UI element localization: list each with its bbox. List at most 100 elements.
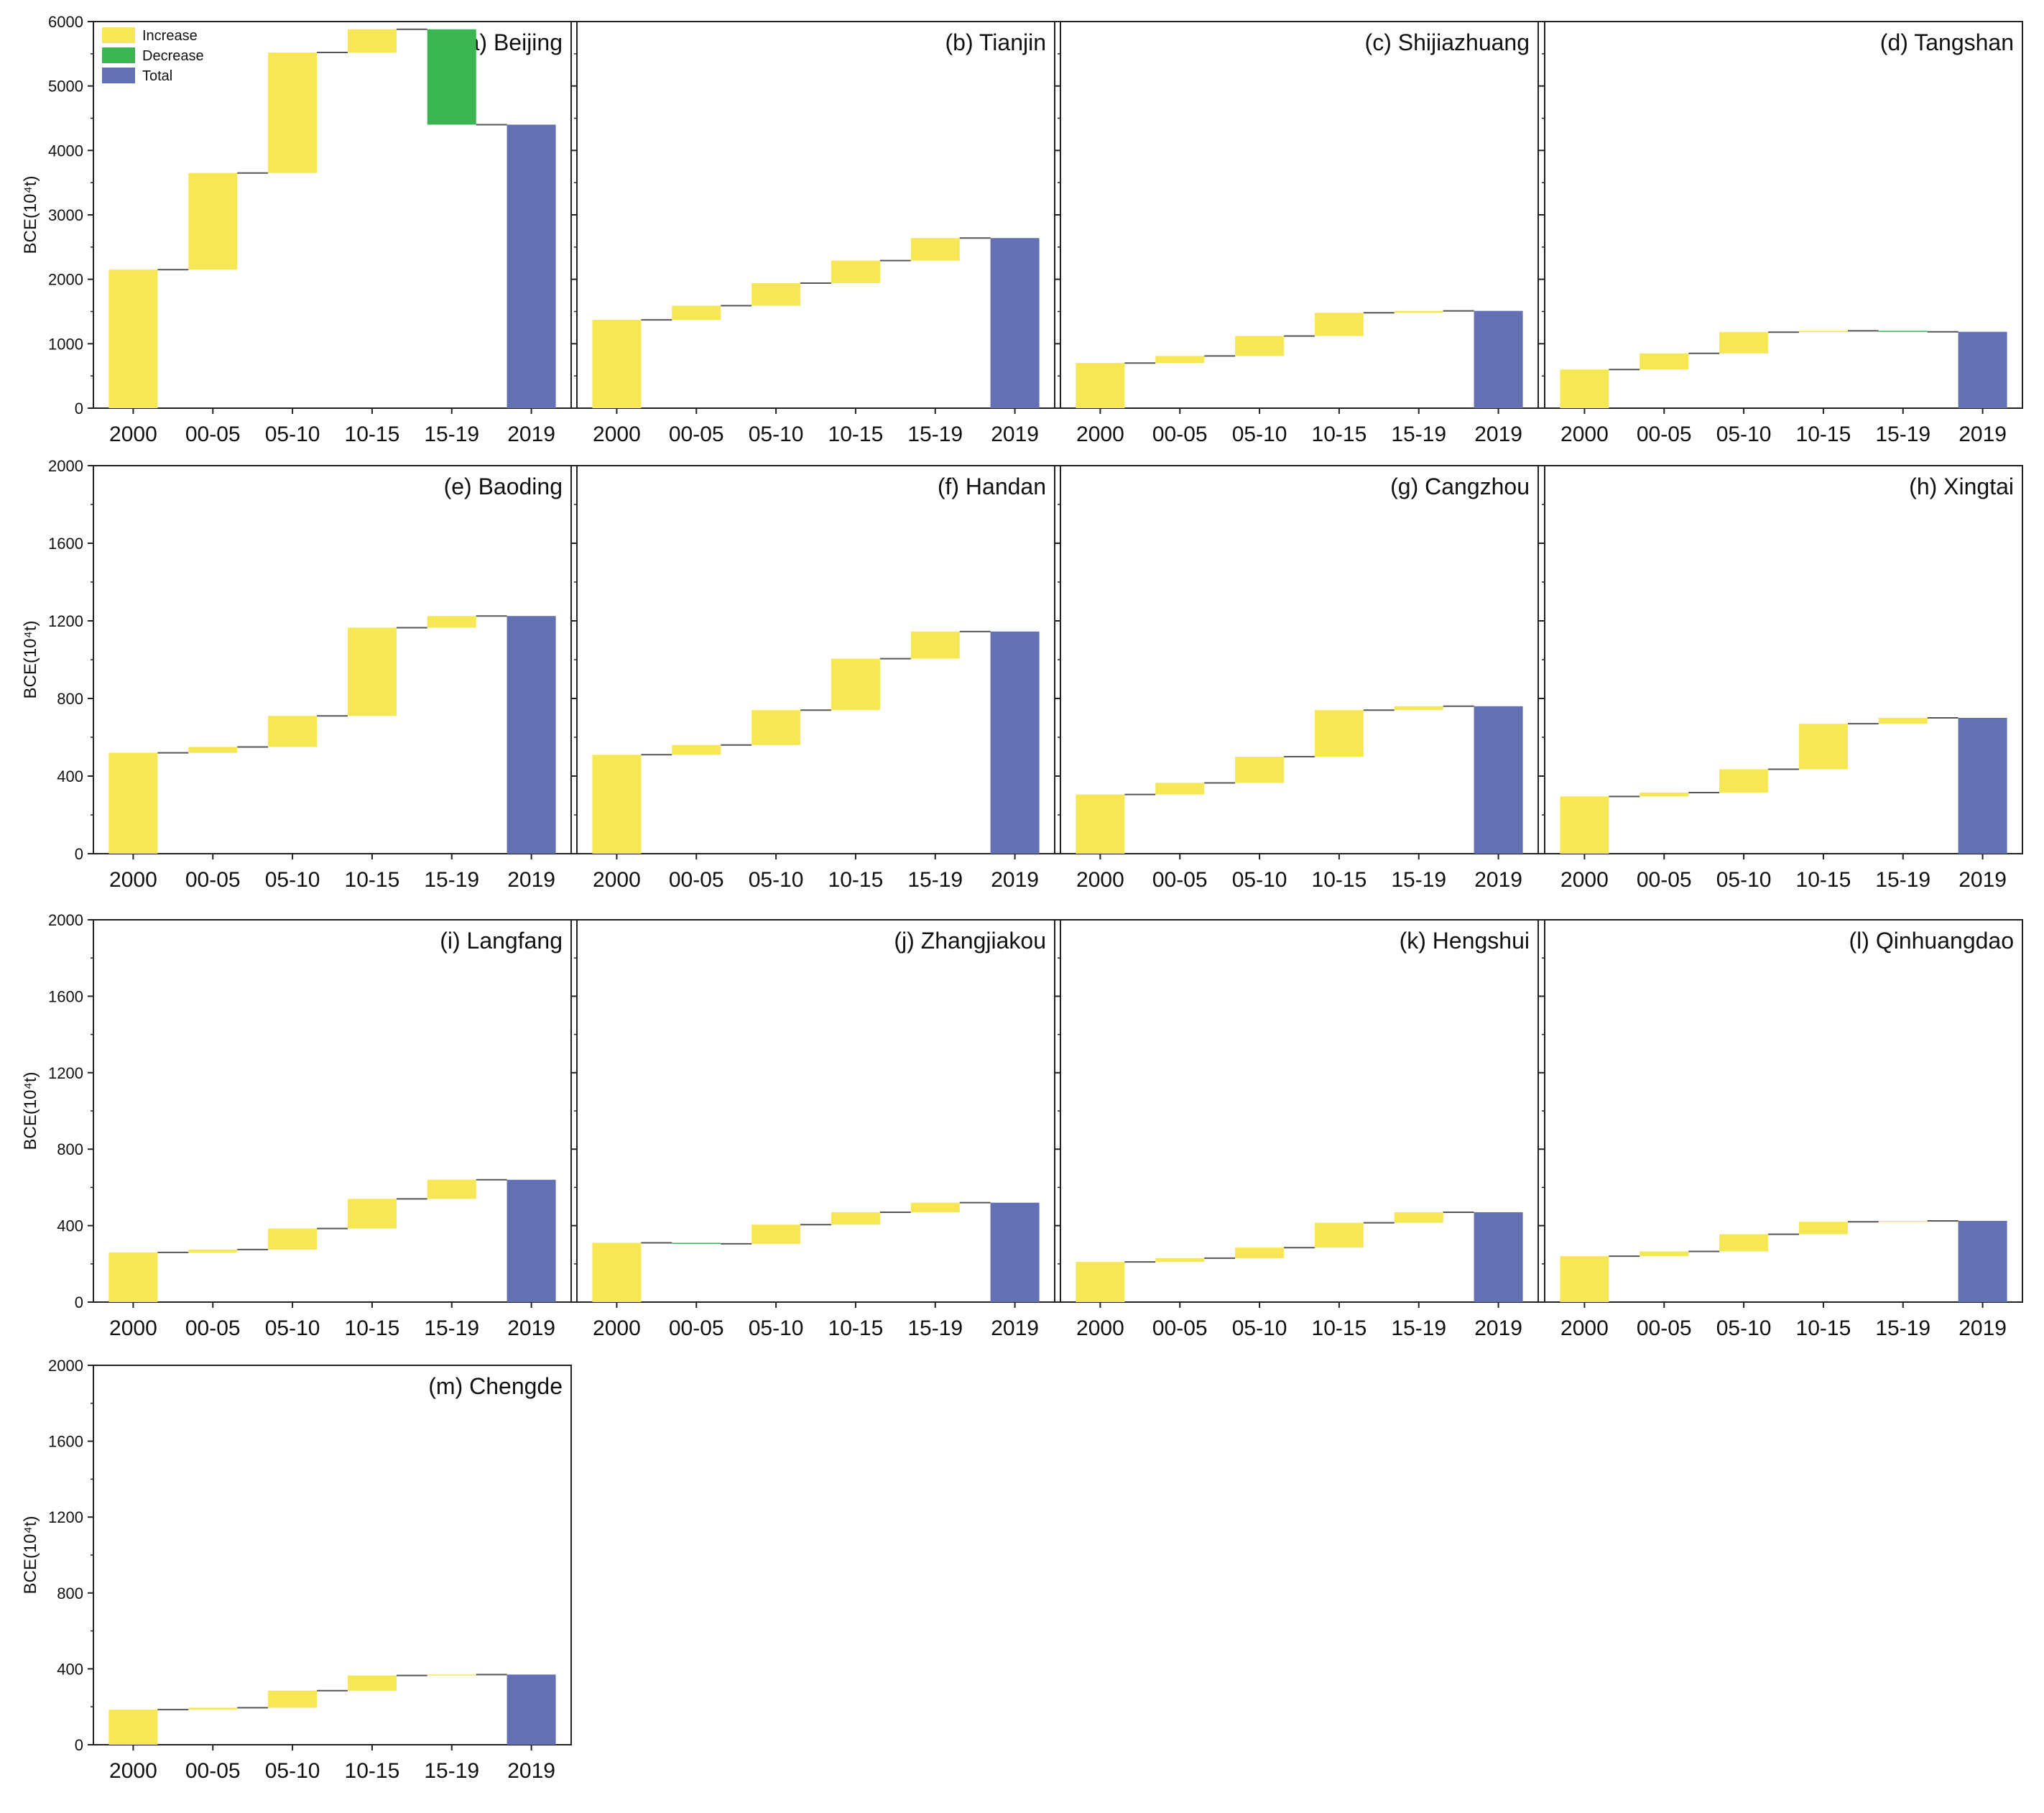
- panel-8: 2000 00-05 05-10 10-15 15-19 2019 (h) Xingtai: [1539, 465, 2023, 892]
- start-bar: [108, 1710, 158, 1745]
- x-tick-label: 15-19: [424, 1759, 479, 1783]
- total-bar: [990, 631, 1040, 854]
- start-bar: [592, 755, 642, 854]
- increase-bar: [1640, 1251, 1689, 1257]
- y-tick-label: 6000: [48, 13, 83, 31]
- start-bar: [1560, 796, 1609, 854]
- panel-10: 2000 00-05 05-10 10-15 15-19 2019 (j) Zhangjia…: [571, 919, 1055, 1340]
- increase-bar: [1155, 356, 1205, 364]
- x-tick-label: 00-05: [669, 1316, 724, 1340]
- increase-bar: [347, 29, 397, 53]
- x-tick-label: 00-05: [185, 423, 241, 446]
- x-tick-label: 10-15: [345, 868, 400, 892]
- increase-bar: [752, 710, 801, 745]
- y-tick-label: 1600: [48, 535, 83, 553]
- panel-title: (b) Tianjin: [945, 29, 1047, 55]
- start-bar: [1560, 1256, 1609, 1302]
- x-tick-label: 2019: [507, 1759, 555, 1783]
- legend-total-label: Total: [142, 68, 172, 84]
- panel-6: 2000 00-05 05-10 10-15 15-19 2019 (f) Handan: [571, 465, 1055, 892]
- x-tick-label: 00-05: [1637, 868, 1692, 892]
- increase-bar: [1640, 353, 1689, 370]
- legend-decrease-swatch: [102, 47, 135, 63]
- x-tick-label: 10-15: [1796, 868, 1851, 892]
- x-tick-label: 2000: [109, 1316, 157, 1340]
- panel-title: (i) Langfang: [440, 928, 563, 954]
- panel-title: (m) Chengde: [428, 1373, 563, 1399]
- x-tick-label: 05-10: [1716, 1316, 1772, 1340]
- panel-frame: [93, 465, 572, 854]
- total-bar: [1474, 1212, 1523, 1302]
- x-tick-label: 05-10: [1716, 868, 1772, 892]
- panel-5: 0 400 800 1200 1600 2000 BCE(10⁴t) 2000 00-05 05-…: [21, 457, 572, 892]
- x-tick-label: 15-19: [907, 868, 963, 892]
- y-tick-label: 0: [75, 845, 83, 863]
- x-tick-label: 2000: [109, 1759, 157, 1783]
- x-tick-label: 00-05: [1152, 423, 1208, 446]
- panel-frame: [576, 21, 1055, 409]
- x-tick-label: 05-10: [1232, 868, 1287, 892]
- x-tick-label: 10-15: [345, 1759, 400, 1783]
- panel-title: (h) Xingtai: [1909, 474, 2014, 499]
- x-tick-label: 05-10: [265, 1316, 320, 1340]
- increase-bar: [1640, 792, 1689, 797]
- x-tick-label: 15-19: [424, 868, 479, 892]
- increase-bar: [1878, 1220, 1928, 1222]
- panel-frame: [93, 1365, 572, 1745]
- x-tick-label: 10-15: [1312, 868, 1367, 892]
- x-tick-label: 05-10: [265, 1759, 320, 1783]
- x-tick-label: 2019: [1959, 868, 2007, 892]
- start-bar: [1560, 369, 1609, 408]
- x-tick-label: 2019: [507, 1316, 555, 1340]
- y-tick-label: 400: [57, 1217, 83, 1235]
- increase-bar: [188, 1707, 238, 1710]
- x-tick-label: 2000: [1076, 423, 1124, 446]
- x-tick-label: 00-05: [669, 423, 724, 446]
- panel-frame: [1544, 465, 2023, 854]
- x-tick-label: 2019: [1474, 1316, 1522, 1340]
- y-tick-label: 1200: [48, 612, 83, 630]
- increase-bar: [427, 616, 476, 628]
- x-tick-label: 10-15: [828, 868, 884, 892]
- increase-bar: [1394, 1212, 1443, 1223]
- x-tick-label: 2000: [1560, 423, 1609, 446]
- x-tick-label: 2019: [991, 1316, 1039, 1340]
- panel-11: 2000 00-05 05-10 10-15 15-19 2019 (k) Hengshui: [1055, 919, 1539, 1340]
- decrease-bar: [672, 1242, 721, 1245]
- panel-frame: [1544, 919, 2023, 1303]
- x-tick-label: 15-19: [907, 1316, 963, 1340]
- x-tick-label: 15-19: [1875, 1316, 1930, 1340]
- panel-4: 2000 00-05 05-10 10-15 15-19 2019 (d) Tangshan: [1539, 21, 2023, 446]
- y-tick-label: 2000: [48, 1357, 83, 1375]
- panel-title: (d) Tangshan: [1880, 29, 2014, 55]
- increase-bar: [1719, 332, 1769, 354]
- increase-bar: [427, 1179, 476, 1199]
- y-tick-label: 800: [57, 1140, 83, 1158]
- x-tick-label: 00-05: [1637, 423, 1692, 446]
- x-tick-label: 05-10: [749, 868, 804, 892]
- panel-title: (g) Cangzhou: [1390, 474, 1530, 499]
- total-bar: [1958, 331, 2007, 408]
- x-tick-label: 05-10: [749, 423, 804, 446]
- y-tick-label: 800: [57, 1584, 83, 1602]
- panel-title: (c) Shijiazhuang: [1365, 29, 1530, 55]
- start-bar: [1076, 1262, 1125, 1302]
- panel-title: (e) Baoding: [444, 474, 563, 499]
- y-tick-label: 400: [57, 1660, 83, 1678]
- x-tick-label: 15-19: [424, 423, 479, 446]
- x-tick-label: 05-10: [1232, 1316, 1287, 1340]
- increase-bar: [1155, 783, 1205, 795]
- panel-frame: [1060, 465, 1539, 854]
- increase-bar: [347, 1675, 397, 1691]
- x-tick-label: 00-05: [1152, 1316, 1208, 1340]
- x-tick-label: 05-10: [265, 423, 320, 446]
- panel-13: 0 400 800 1200 1600 2000 BCE(10⁴t) 2000 00-05 05-…: [21, 1357, 572, 1783]
- x-tick-label: 00-05: [185, 1316, 241, 1340]
- y-tick-label: 0: [75, 1736, 83, 1754]
- decrease-bar: [427, 29, 476, 125]
- increase-bar: [188, 747, 238, 753]
- panel-1: 0 1000 2000 3000 4000 5000 6000 BCE(10⁴t) 2000 00…: [21, 13, 572, 446]
- increase-bar: [1719, 769, 1769, 793]
- start-bar: [1076, 794, 1125, 854]
- x-tick-label: 2019: [1474, 423, 1522, 446]
